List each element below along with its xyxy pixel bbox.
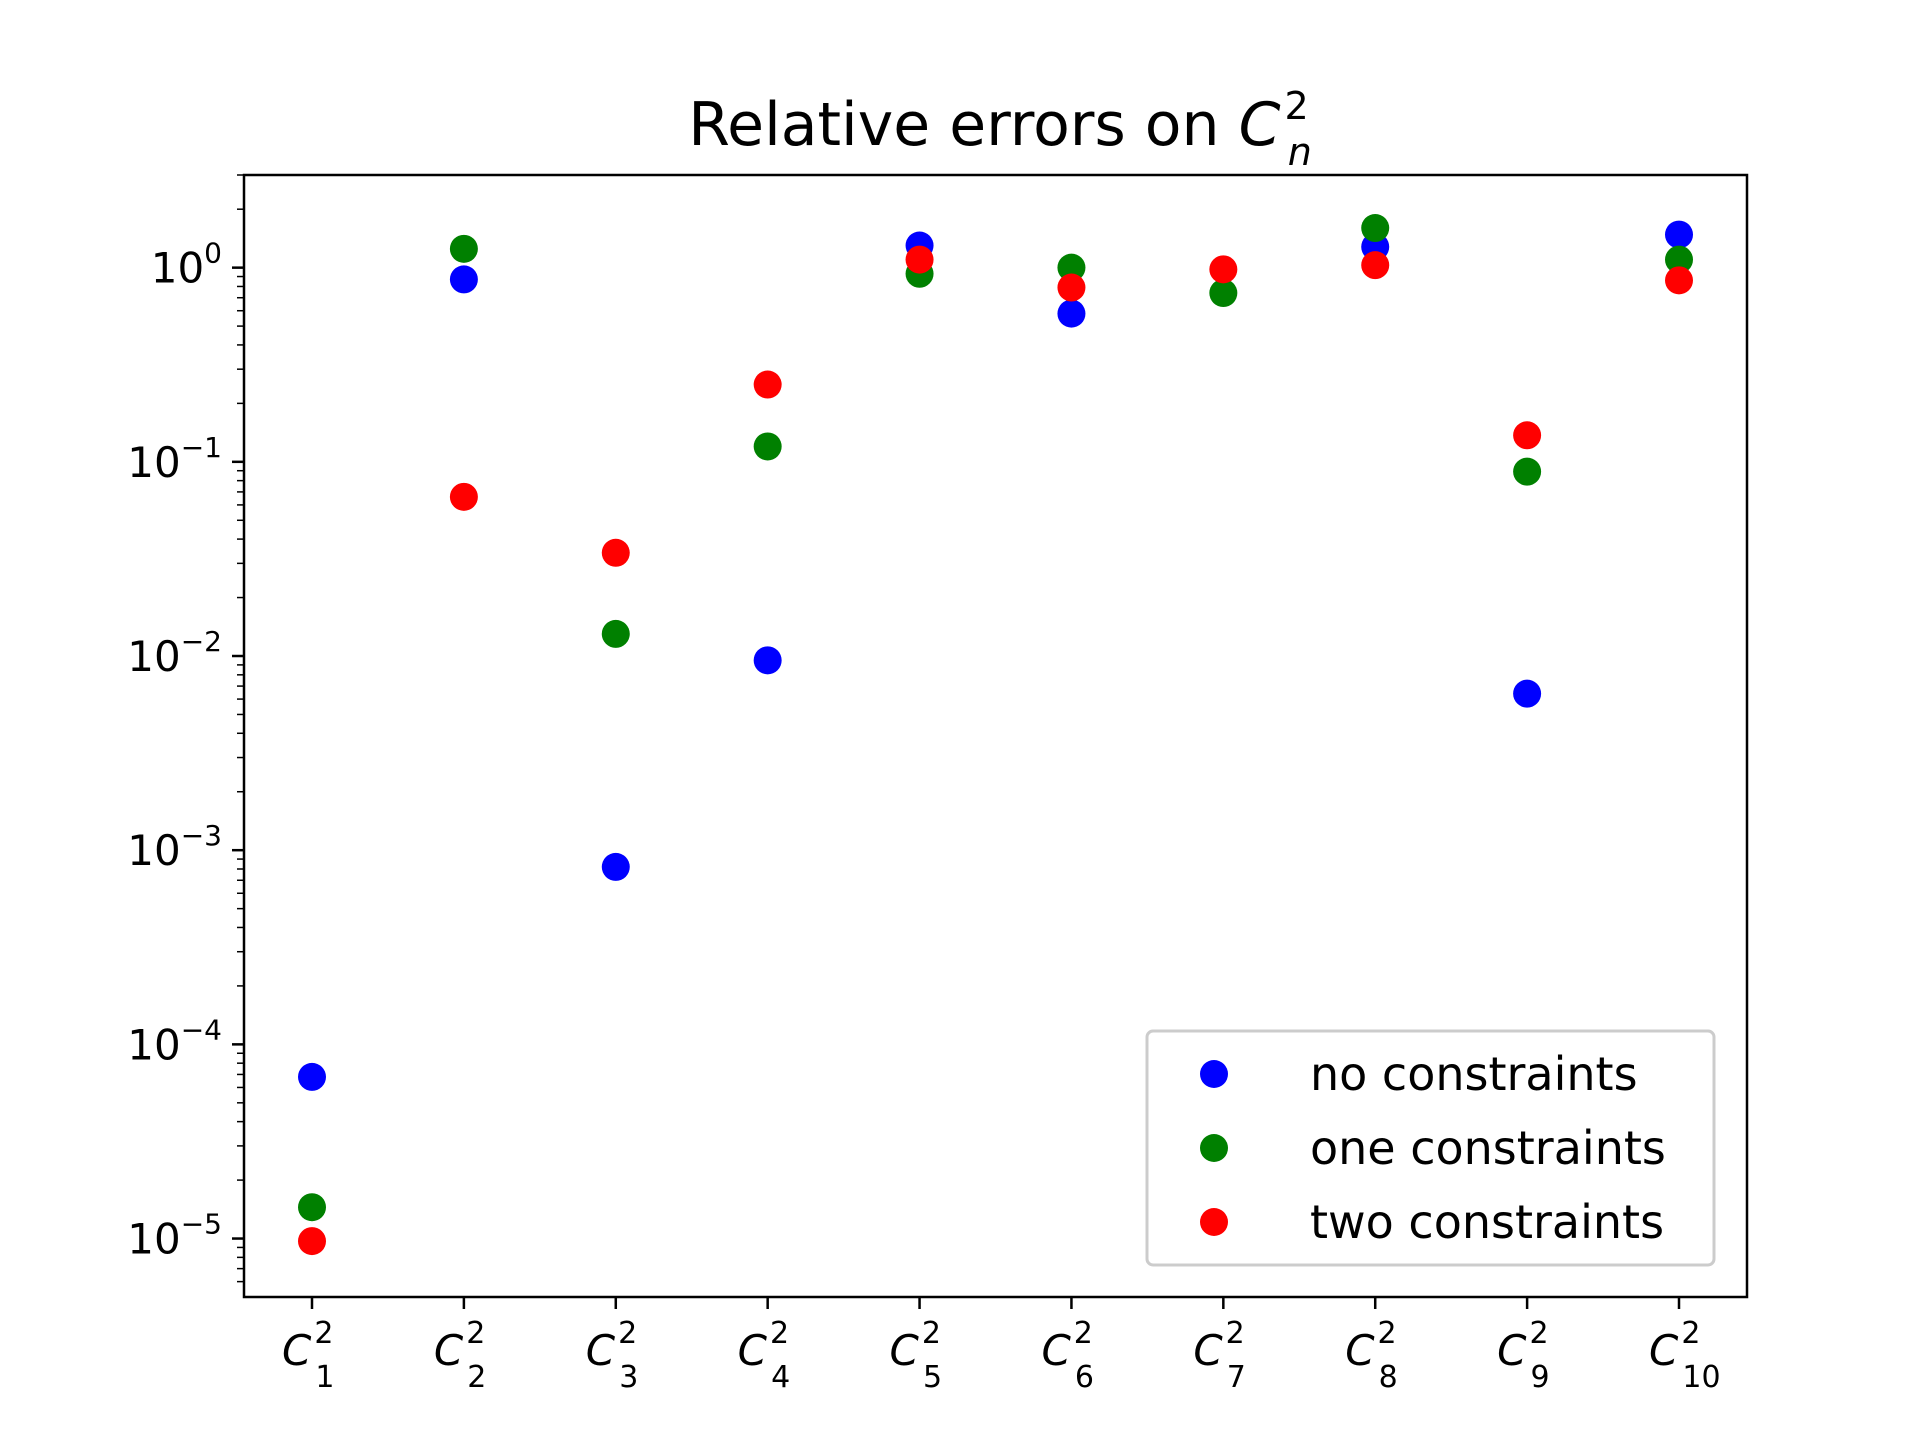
point-no-constraints-6 — [1057, 299, 1086, 328]
legend-label: no constraints — [1310, 1047, 1638, 1101]
x-tick-label: C 2 10 — [1649, 1316, 1721, 1395]
legend-label: one constraints — [1310, 1121, 1666, 1175]
point-one-constraints-6 — [1057, 253, 1086, 282]
axis-ticks: 10−5 10−4 10−3 10−2 10−1 100 C 2 1 C 2 2 C 2 3 C 2 4 C 2 5 C 2… — [127, 174, 1721, 1395]
point-no-constraints-4 — [753, 646, 782, 675]
point-two-constraints-6 — [1057, 273, 1086, 302]
point-one-constraints-9 — [1513, 457, 1542, 486]
legend-box — [1145, 1029, 1716, 1267]
legend: no constraints one constraints two constra… — [1145, 1029, 1716, 1267]
point-two-constraints-8 — [1361, 251, 1390, 280]
point-no-constraints-1 — [298, 1062, 326, 1091]
point-two-constraints-3 — [601, 538, 630, 567]
y-tick-label: 10−1 — [127, 431, 222, 487]
point-no-constraints-10 — [1665, 220, 1693, 249]
y-tick-label: 100 — [151, 237, 222, 293]
point-one-constraints-8 — [1361, 214, 1390, 243]
legend-label: two constraints — [1310, 1195, 1664, 1249]
legend-marker — [1200, 1060, 1228, 1088]
point-two-constraints-5 — [905, 245, 934, 274]
point-no-constraints-3 — [601, 852, 630, 881]
point-two-constraints-4 — [753, 370, 782, 399]
data-points — [298, 214, 1693, 1256]
point-two-constraints-9 — [1513, 421, 1542, 450]
point-two-constraints-10 — [1665, 266, 1693, 295]
point-one-constraints-10 — [1665, 245, 1693, 274]
y-tick-label: 10−3 — [127, 819, 222, 875]
legend-marker — [1200, 1208, 1228, 1236]
y-tick-label: 10−2 — [127, 625, 222, 681]
point-two-constraints-7 — [1209, 255, 1238, 284]
point-one-constraints-4 — [753, 432, 782, 461]
point-one-constraints-2 — [449, 234, 478, 263]
plot-frame — [242, 173, 1749, 1299]
point-one-constraints-3 — [601, 619, 630, 648]
point-one-constraints-1 — [298, 1193, 326, 1222]
point-two-constraints-1 — [298, 1227, 326, 1256]
legend-marker — [1200, 1134, 1228, 1162]
point-one-constraints-7 — [1209, 279, 1238, 308]
y-tick-label: 10−5 — [127, 1208, 222, 1264]
point-no-constraints-9 — [1513, 679, 1542, 708]
y-tick-label: 10−4 — [127, 1013, 222, 1069]
point-no-constraints-2 — [449, 265, 478, 294]
point-two-constraints-2 — [449, 482, 478, 511]
